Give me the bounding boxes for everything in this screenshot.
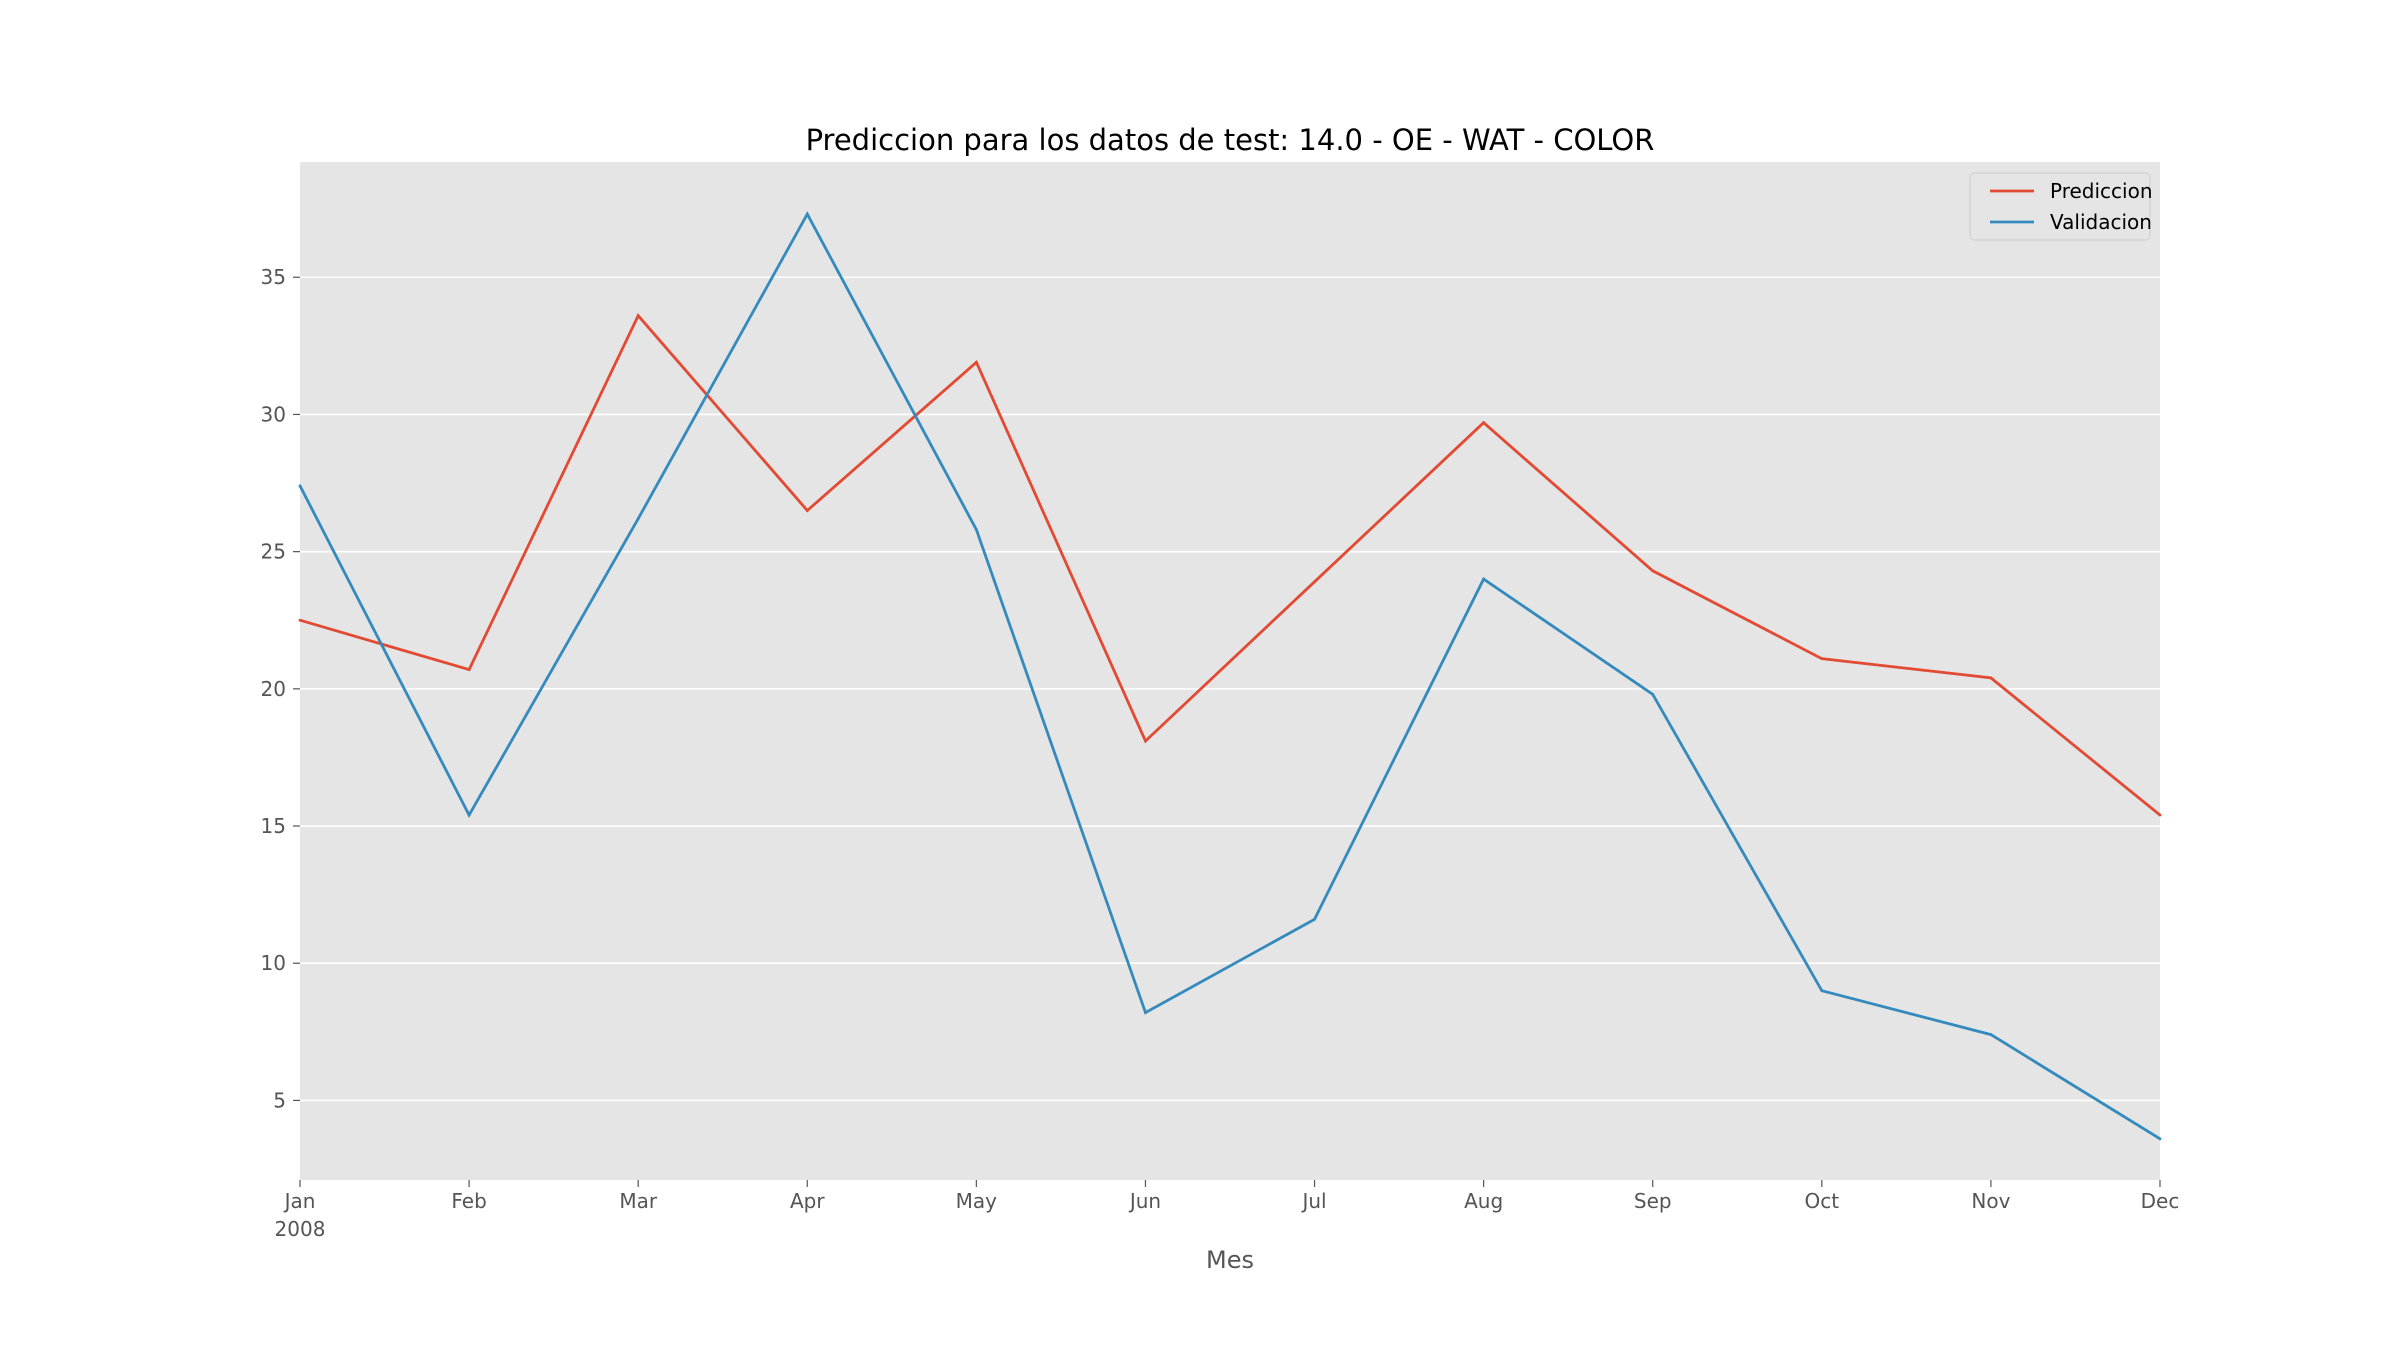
y-tick-label: 25 xyxy=(261,540,286,564)
legend-label-prediccion: Prediccion xyxy=(2050,179,2153,203)
data-point-prediccion xyxy=(2158,813,2162,817)
x-tick-label: Nov xyxy=(1971,1189,2010,1213)
x-tick-label: Aug xyxy=(1464,1189,1503,1213)
data-point-prediccion xyxy=(974,360,978,364)
data-point-validacion xyxy=(805,212,809,216)
data-point-validacion xyxy=(974,528,978,532)
plot-background xyxy=(300,162,2160,1180)
x-tick-label: May xyxy=(956,1189,998,1213)
x-axis-label: Mes xyxy=(1206,1246,1254,1274)
x-tick-label: Mar xyxy=(619,1189,658,1213)
x-tick-label: Jan xyxy=(283,1189,316,1213)
data-point-prediccion xyxy=(1313,580,1316,584)
data-point-validacion xyxy=(298,484,302,488)
data-point-validacion xyxy=(1651,692,1655,696)
data-point-prediccion xyxy=(1820,657,1824,661)
x-axis-ticks: Jan Feb Mar Apr May Jun Jul Aug Sep Oct Nov Dec xyxy=(283,1180,2180,1213)
x-axis-year-label: 2008 xyxy=(275,1217,326,1241)
data-point-validacion xyxy=(467,813,471,817)
series-lines xyxy=(298,211,2162,1141)
x-tick-label: Feb xyxy=(451,1189,486,1213)
series-line-prediccion xyxy=(299,313,2161,817)
legend: Prediccion Validacion xyxy=(1969,172,2153,241)
data-point-validacion xyxy=(1144,1011,1147,1015)
y-tick-label: 20 xyxy=(261,677,286,701)
data-point-validacion xyxy=(2158,1137,2162,1141)
data-point-validacion xyxy=(1313,917,1316,921)
data-point-validacion xyxy=(636,517,640,521)
y-tick-label: 35 xyxy=(261,265,286,289)
data-point-prediccion xyxy=(298,618,302,622)
data-point-prediccion xyxy=(1989,676,1993,680)
data-point-validacion xyxy=(1482,577,1486,581)
y-tick-label: 15 xyxy=(261,814,286,838)
y-axis-ticks: 5 10 15 20 25 30 35 xyxy=(261,265,300,1112)
series-line-validacion xyxy=(298,211,2161,1140)
chart-title: Prediccion para los datos de test: 14.0 … xyxy=(806,123,1655,157)
legend-label-validacion: Validacion xyxy=(2050,210,2152,234)
x-tick-label: Oct xyxy=(1805,1189,1840,1213)
x-tick-label: Sep xyxy=(1634,1189,1672,1213)
x-tick-label: Dec xyxy=(2141,1189,2180,1213)
x-tick-label: Jul xyxy=(1300,1189,1326,1213)
y-tick-label: 30 xyxy=(261,402,286,426)
data-point-prediccion xyxy=(1144,739,1147,743)
x-tick-label: Apr xyxy=(790,1189,825,1213)
data-point-prediccion xyxy=(1482,421,1486,425)
gridlines xyxy=(300,276,2160,1102)
data-point-prediccion xyxy=(1651,569,1655,573)
data-point-validacion xyxy=(1989,1033,1993,1036)
data-point-validacion xyxy=(1820,989,1824,993)
y-tick-label: 5 xyxy=(273,1088,286,1112)
data-point-prediccion xyxy=(636,314,640,318)
x-tick-label: Jun xyxy=(1128,1189,1161,1213)
data-point-prediccion xyxy=(805,509,809,512)
legend-entries: Prediccion Validacion xyxy=(1990,179,2153,234)
data-point-prediccion xyxy=(467,668,471,672)
y-tick-label: 10 xyxy=(261,951,286,975)
